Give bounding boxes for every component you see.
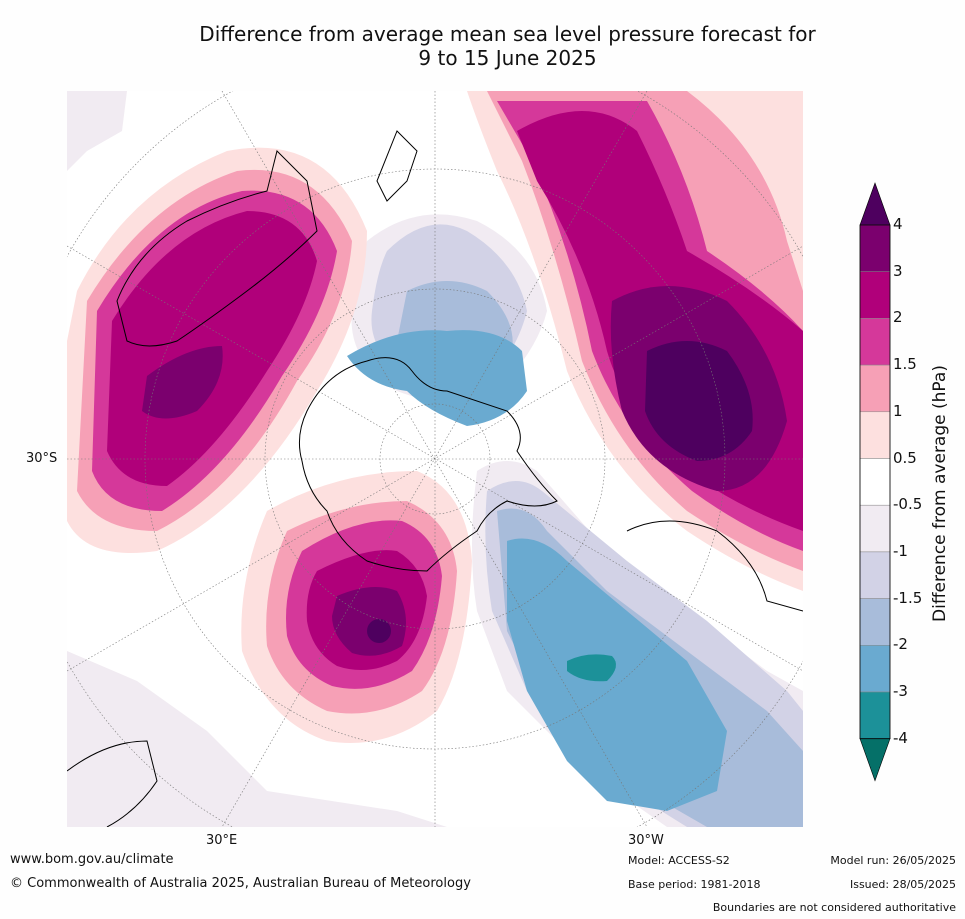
colorbar-min-extend	[859, 738, 891, 782]
australia-coast	[116, 150, 318, 347]
graticule	[67, 91, 803, 827]
colorbar-tick-label: 1.5	[893, 355, 917, 373]
colorbar-tick-label: 1	[893, 402, 903, 420]
positive-anomaly-indian-ocean	[67, 147, 367, 553]
footer-model: Model: ACCESS-S2	[628, 854, 730, 867]
antarctica-coast	[298, 357, 558, 572]
footer-url[interactable]: www.bom.gov.au/climate	[10, 852, 174, 867]
colorbar-block	[859, 364, 891, 413]
colorbar-tick-label: -1.5	[893, 589, 923, 607]
colorbar-tick-label: 4	[893, 215, 903, 233]
map-title: Difference from average mean sea level p…	[150, 22, 865, 70]
colorbar-blocks	[859, 182, 891, 782]
colorbar	[859, 182, 891, 782]
south-america-coast	[626, 520, 803, 612]
colorbar-max-extend	[859, 182, 891, 226]
title-line-1: Difference from average mean sea level p…	[199, 22, 816, 46]
lat-label-30s: 30°S	[26, 451, 58, 466]
colorbar-block	[859, 504, 891, 553]
colorbar-tick-label: 3	[893, 262, 903, 280]
colorbar-block	[859, 691, 891, 739]
pressure-anomaly-map	[67, 91, 803, 827]
map-svg	[67, 91, 803, 827]
colorbar-block	[859, 318, 891, 366]
colorbar-tick-label: -4	[893, 729, 908, 747]
colorbar-block	[859, 598, 891, 646]
anomaly-minus-3-region	[567, 654, 616, 682]
anomaly-minus-2-region	[347, 330, 727, 811]
colorbar-block	[859, 551, 891, 599]
new-zealand-coast	[376, 130, 418, 202]
lon-label-30e: 30°E	[206, 833, 238, 848]
colorbar-title: Difference from average (hPa)	[930, 365, 950, 622]
footer-model-run: Model run: 26/05/2025	[830, 854, 956, 867]
colorbar-tick-label: -3	[893, 682, 908, 700]
positive-anomaly-south-atlantic	[241, 471, 472, 743]
title-line-2: 9 to 15 June 2025	[418, 46, 597, 70]
footer-copyright: © Commonwealth of Australia 2025, Austra…	[10, 876, 471, 891]
colorbar-outline	[859, 224, 891, 740]
colorbar-tick-label: -2	[893, 635, 908, 653]
colorbar-tick-label: 2	[893, 308, 903, 326]
footer-disclaimer: Boundaries are not considered authoritat…	[712, 901, 956, 914]
footer-base-period: Base period: 1981-2018	[628, 878, 761, 891]
colorbar-tick-label: 0.5	[893, 449, 917, 467]
colorbar-tick-label: -1	[893, 542, 908, 560]
africa-coast	[67, 740, 158, 827]
colorbar-block	[859, 271, 891, 319]
footer-issued: Issued: 28/05/2025	[849, 878, 956, 891]
coastlines	[67, 130, 803, 827]
colorbar-block	[859, 224, 891, 272]
colorbar-tick-label: -0.5	[893, 495, 923, 513]
colorbar-block	[859, 411, 891, 459]
positive-anomaly-south-pacific	[467, 91, 803, 591]
colorbar-block	[859, 645, 891, 693]
colorbar-block	[859, 458, 891, 506]
lon-label-30w: 30°W	[628, 833, 664, 848]
